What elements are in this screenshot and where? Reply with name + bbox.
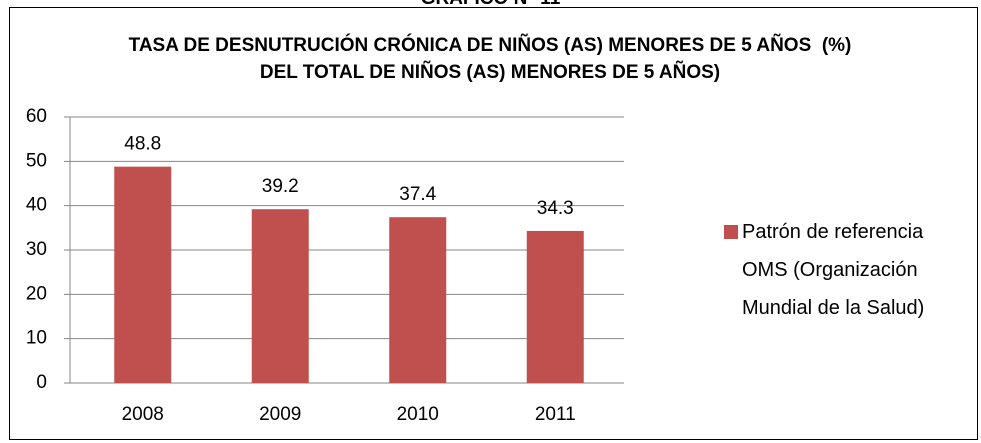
value-label: 39.2: [262, 176, 299, 197]
y-tick-label: 50: [26, 150, 47, 171]
value-label: 37.4: [399, 184, 436, 205]
bar: [251, 209, 309, 383]
legend-swatch: [724, 225, 738, 239]
legend-label: Patrón de referencia OMS (Organización M…: [742, 221, 925, 319]
bar: [389, 217, 447, 383]
y-tick-label: 20: [26, 283, 47, 304]
y-tick-label: 0: [36, 372, 47, 393]
x-tick-label: 2010: [397, 404, 439, 425]
value-label: 34.3: [537, 198, 574, 219]
bar: [526, 230, 584, 383]
bar: [114, 166, 172, 383]
y-tick-label: 30: [26, 239, 47, 260]
y-tick-label: 10: [26, 328, 47, 349]
y-tick-label: 40: [26, 195, 47, 216]
y-tick-label: 60: [26, 106, 47, 127]
x-tick-label: 2011: [535, 404, 576, 425]
x-tick-label: 2008: [122, 404, 164, 425]
chart-title: TASA DE DESNUTRUCIÓN CRÓNICA DE NIÑOS (A…: [128, 35, 857, 83]
chart-border: [9, 7, 978, 440]
heading: GRÁFICO N° 11: [0, 0, 981, 10]
value-label: 48.8: [124, 134, 161, 155]
x-tick-label: 2009: [259, 404, 301, 425]
